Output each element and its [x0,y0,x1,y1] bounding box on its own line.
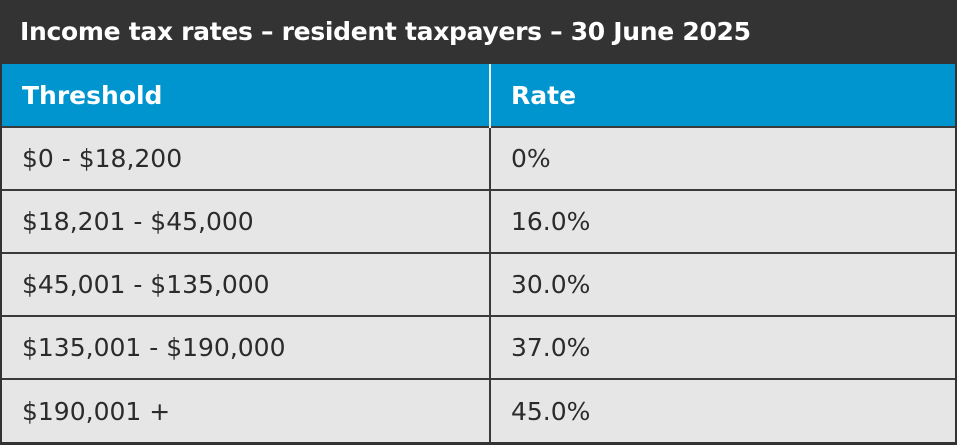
threshold-cell: $190,001 + [2,378,491,442]
rate-cell: 37.0% [490,315,955,379]
header-row: Threshold Rate [2,64,955,127]
rate-cell: 16.0% [490,189,955,253]
table-row: $0 - $18,200 0% [2,126,955,190]
rate-cell: 0% [490,126,955,190]
threshold-cell: $135,001 - $190,000 [2,315,491,379]
threshold-cell: $0 - $18,200 [2,126,491,190]
table-row: $18,201 - $45,000 16.0% [2,189,955,253]
table-row: $190,001 + 45.0% [2,378,955,442]
header-rate: Rate [490,64,955,127]
threshold-cell: $18,201 - $45,000 [2,189,491,253]
table-title: Income tax rates – resident taxpayers – … [20,17,751,46]
table-row: $45,001 - $135,000 30.0% [2,252,955,316]
threshold-cell: $45,001 - $135,000 [2,252,491,316]
tax-rates-table: Threshold Rate $0 - $18,200 0% $18,201 -… [2,64,955,442]
rate-cell: 45.0% [490,378,955,442]
table-row: $135,001 - $190,000 37.0% [2,315,955,379]
rate-cell: 30.0% [490,252,955,316]
header-threshold: Threshold [2,64,491,127]
